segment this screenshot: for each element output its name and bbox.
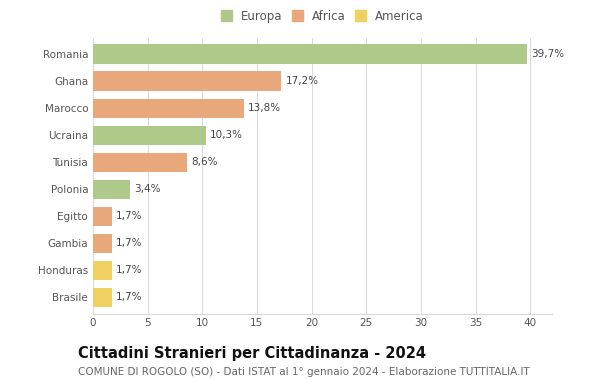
Bar: [93, 179, 130, 199]
Text: 1,7%: 1,7%: [116, 238, 142, 248]
Text: 3,4%: 3,4%: [134, 184, 161, 194]
Text: 39,7%: 39,7%: [531, 49, 565, 59]
Bar: [93, 125, 206, 145]
Bar: [93, 207, 112, 226]
Bar: [93, 152, 187, 172]
Bar: [93, 71, 281, 91]
Bar: [93, 98, 244, 118]
Text: 8,6%: 8,6%: [191, 157, 218, 167]
Text: Cittadini Stranieri per Cittadinanza - 2024: Cittadini Stranieri per Cittadinanza - 2…: [78, 346, 426, 361]
Text: 1,7%: 1,7%: [116, 211, 142, 221]
Text: 1,7%: 1,7%: [116, 265, 142, 275]
Bar: [93, 288, 112, 307]
Text: 10,3%: 10,3%: [210, 130, 243, 140]
Bar: [93, 261, 112, 280]
Text: 17,2%: 17,2%: [286, 76, 319, 86]
Bar: [93, 234, 112, 253]
Text: 1,7%: 1,7%: [116, 292, 142, 302]
Text: 13,8%: 13,8%: [248, 103, 281, 113]
Legend: Europa, Africa, America: Europa, Africa, America: [218, 8, 427, 26]
Text: COMUNE DI ROGOLO (SO) - Dati ISTAT al 1° gennaio 2024 - Elaborazione TUTTITALIA.: COMUNE DI ROGOLO (SO) - Dati ISTAT al 1°…: [78, 367, 530, 377]
Bar: [93, 44, 527, 64]
